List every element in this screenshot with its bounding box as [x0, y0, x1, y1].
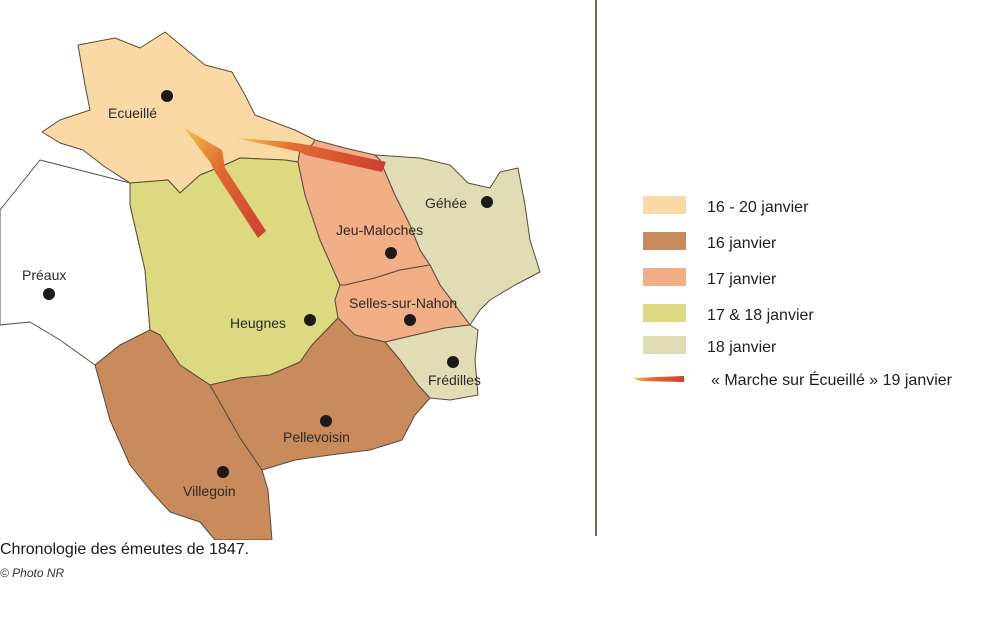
communes	[0, 31, 541, 540]
town-label-gehee: Géhée	[425, 195, 467, 211]
town-dot-fredilles	[447, 356, 459, 368]
map: Ecueillé Préaux Jeu-Maloches Géhée Heugn…	[0, 0, 953, 540]
commune-villegoin	[94, 329, 273, 540]
march-arrows	[184, 128, 386, 238]
photo-credit: © Photo NR	[0, 566, 65, 580]
town-label-pellevoisin: Pellevoisin	[283, 429, 350, 445]
town-dot-villegoin	[217, 466, 229, 478]
commune-pellevoisin	[209, 317, 431, 471]
town-dot-gehee	[481, 196, 493, 208]
legend-swatch-18	[643, 336, 686, 354]
town-label-villegoin: Villegoin	[183, 483, 236, 499]
town-label-ecueille: Ecueillé	[108, 105, 157, 121]
legend-swatch-17-18	[643, 304, 686, 322]
town-labels: Ecueillé Préaux Jeu-Maloches Géhée Heugn…	[22, 105, 481, 499]
commune-gehee	[374, 154, 541, 326]
town-label-selles-sur-nahon: Selles-sur-Nahon	[349, 295, 457, 311]
town-dot-heugnes	[304, 314, 316, 326]
town-label-fredilles: Frédilles	[428, 372, 481, 388]
town-dot-pellevoisin	[320, 415, 332, 427]
town-markers	[43, 90, 493, 478]
march-arrow-icon	[633, 376, 684, 382]
map-caption: Chronologie des émeutes de 1847.	[0, 541, 250, 558]
legend-label-17-18: 17 & 18 janvier	[707, 307, 814, 324]
town-label-heugnes: Heugnes	[230, 315, 286, 331]
legend-swatch-16-20	[643, 196, 686, 214]
legend-label-17: 17 janvier	[707, 271, 777, 288]
town-dot-jeu-maloches	[385, 247, 397, 259]
commune-preaux	[0, 159, 151, 366]
legend-label-march: « Marche sur Écueillé » 19 janvier	[711, 370, 953, 389]
town-dot-preaux	[43, 288, 55, 300]
legend-swatch-17	[643, 268, 686, 286]
town-dot-selles-sur-nahon	[404, 314, 416, 326]
town-label-jeu-maloches: Jeu-Maloches	[336, 222, 423, 238]
march-arrow-gehee-to-ecueille	[236, 138, 386, 172]
legend-label-16-20: 16 - 20 janvier	[707, 199, 809, 216]
march-arrow-heugnes-to-ecueille	[184, 128, 266, 238]
legend-label-18: 18 janvier	[707, 339, 777, 356]
town-label-preaux: Préaux	[22, 267, 66, 283]
legend-swatch-16	[643, 232, 686, 250]
legend: 16 - 20 janvier 16 janvier 17 janvier 17…	[633, 196, 953, 389]
legend-label-16: 16 janvier	[707, 235, 777, 252]
town-dot-ecueille	[161, 90, 173, 102]
